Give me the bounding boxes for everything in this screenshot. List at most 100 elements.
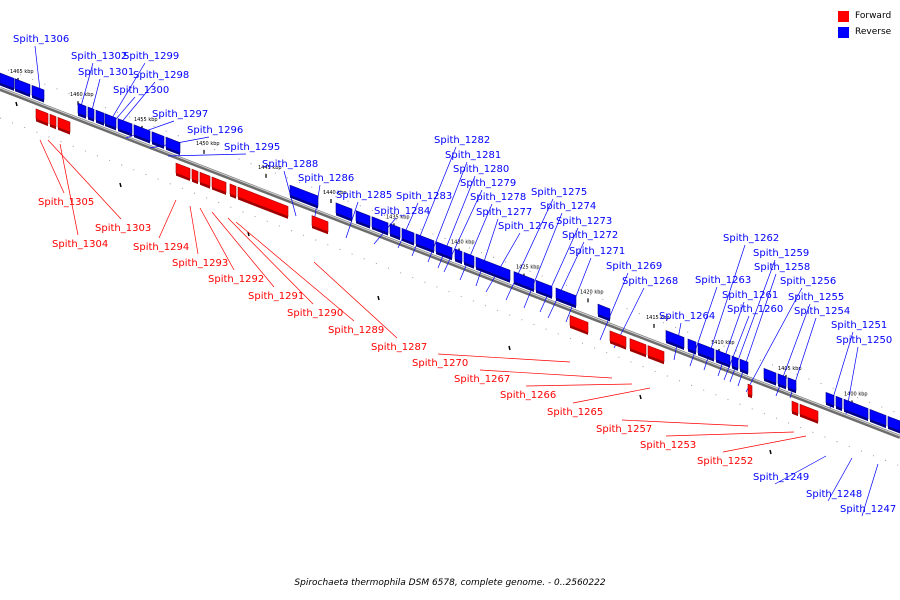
gene-shadow (556, 298, 576, 309)
legend-reverse-label: Reverse (855, 27, 892, 37)
gene-shadow (356, 220, 370, 229)
reverse-gene-label: Spith_1300 (113, 85, 169, 96)
gene-shadow (800, 414, 818, 424)
forward-gene-label: Spith_1305 (38, 197, 94, 208)
reverse-gene-label: Spith_1259 (753, 248, 809, 259)
gene-shadow (688, 349, 696, 355)
reverse-gene-label: Spith_1296 (187, 125, 243, 136)
gene-shadow (764, 378, 776, 386)
gene-shadow (788, 387, 796, 394)
reverse-gene-label: Spith_1284 (374, 206, 430, 217)
reverse-gene-label: Spith_1263 (695, 275, 751, 286)
gene-shadow (390, 233, 400, 241)
reverse-gene-label: Spith_1256 (780, 276, 836, 287)
gene-shadow (476, 267, 510, 283)
gene-shadow (152, 141, 164, 149)
forward-gene-label: Spith_1266 (500, 390, 556, 401)
reverse-swatch (838, 26, 849, 38)
reverse-gene-label: Spith_1302 (71, 51, 127, 62)
gene-shadow (166, 147, 180, 156)
tick-label: 1455 kbp (134, 117, 158, 123)
reverse-gene-label: Spith_1264 (659, 311, 715, 322)
gene-shadow (792, 411, 798, 417)
reverse-gene-label: Spith_1281 (445, 150, 501, 161)
reverse-gene-label: Spith_1282 (434, 135, 490, 146)
gene-shadow (826, 402, 834, 408)
reverse-gene-label: Spith_1301 (78, 67, 134, 78)
gene-shadow (698, 352, 714, 362)
reverse-gene-label: Spith_1273 (556, 216, 612, 227)
gene-shadow (455, 258, 462, 265)
reverse-gene-label: Spith_1268 (622, 276, 678, 287)
gene-shadow (666, 340, 684, 350)
reverse-gene-label: Spith_1276 (498, 221, 554, 232)
gene-shadow (372, 226, 388, 236)
forward-swatch (838, 10, 849, 22)
reverse-gene-label: Spith_1269 (606, 261, 662, 272)
gene-shadow (118, 128, 132, 137)
reverse-gene-label: Spith_1278 (470, 192, 526, 203)
gene-shadow (290, 195, 318, 209)
gene-shadow (570, 325, 588, 335)
tick-label: 1435 kbp (386, 214, 410, 220)
genome-backbone (0, 69, 900, 467)
reverse-gene-label: Spith_1250 (836, 335, 892, 346)
legend: Forward Reverse (838, 8, 891, 40)
gene-shadow (134, 134, 150, 144)
map-title: Spirochaeta thermophila DSM 6578, comple… (294, 578, 606, 588)
forward-gene-label: Spith_1292 (208, 274, 264, 285)
tick-label: 1450 kbp (196, 141, 220, 147)
gene-shadow (416, 243, 434, 254)
reverse-gene-label: Spith_1247 (840, 504, 896, 515)
reverse-gene-label: Spith_1286 (298, 173, 354, 184)
reverse-gene-label: Spith_1285 (336, 190, 392, 201)
reverse-gene-label: Spith_1298 (133, 70, 189, 81)
tick-label: 1425 kbp (516, 265, 540, 271)
tick-label: 1445 kbp (258, 165, 282, 171)
reverse-gene-label: Spith_1295 (224, 142, 280, 153)
reverse-gene-label: Spith_1297 (152, 109, 208, 120)
gene-shadow (312, 225, 328, 235)
gene-shadow (96, 120, 104, 126)
tick-label: 1420 kbp (580, 289, 604, 295)
reverse-gene-label: Spith_1306 (13, 34, 69, 45)
forward-gene-label: Spith_1289 (328, 325, 384, 336)
gene-shadow (648, 355, 664, 365)
gene-shadow (15, 88, 30, 98)
gene-shadow (50, 124, 56, 130)
ruler-ticks: 1465 kbp 1460 kbp 1455 kbp 1450 kbp 1445 kbp… (10, 69, 868, 455)
reverse-gene-label: Spith_1288 (262, 159, 318, 170)
gene-shadow (716, 359, 730, 368)
reverse-gene-label: Spith_1280 (453, 164, 509, 175)
tick-label: 1460 kbp (70, 92, 94, 98)
tick-label: 1415 kbp (646, 315, 670, 321)
forward-gene-label: Spith_1253 (640, 440, 696, 451)
forward-gene-label: Spith_1293 (172, 258, 228, 269)
reverse-gene-label: Spith_1254 (794, 306, 850, 317)
gene-shadow (610, 340, 626, 350)
gene-shadow (88, 117, 94, 122)
forward-gene-label: Spith_1287 (371, 342, 427, 353)
gene-shadow (514, 281, 534, 292)
forward-gene (747, 383, 753, 397)
reverse-gene-label: Spith_1258 (754, 262, 810, 273)
gene-features (0, 72, 900, 434)
forward-gene-label: Spith_1291 (248, 291, 304, 302)
forward-gene-label: Spith_1252 (697, 456, 753, 467)
tick-label: 1410 kbp (711, 340, 735, 346)
reverse-gene-label: Spith_1255 (788, 292, 844, 303)
gene-shadow (464, 262, 474, 269)
reverse-gene-label: Spith_1248 (806, 489, 862, 500)
tick-label: 1400 kbp (844, 391, 868, 397)
tick-label: 1430 kbp (451, 239, 475, 245)
reverse-gene-label: Spith_1299 (123, 51, 179, 62)
gene-shadow (238, 197, 288, 219)
reverse-gene-label: Spith_1260 (727, 304, 783, 315)
gene-shadow (598, 314, 610, 322)
gene-shadow (778, 383, 786, 390)
gene-shadow (212, 187, 226, 195)
gene-shadow (336, 212, 352, 222)
legend-reverse: Reverse (838, 24, 891, 40)
reverse-gene (887, 415, 900, 432)
